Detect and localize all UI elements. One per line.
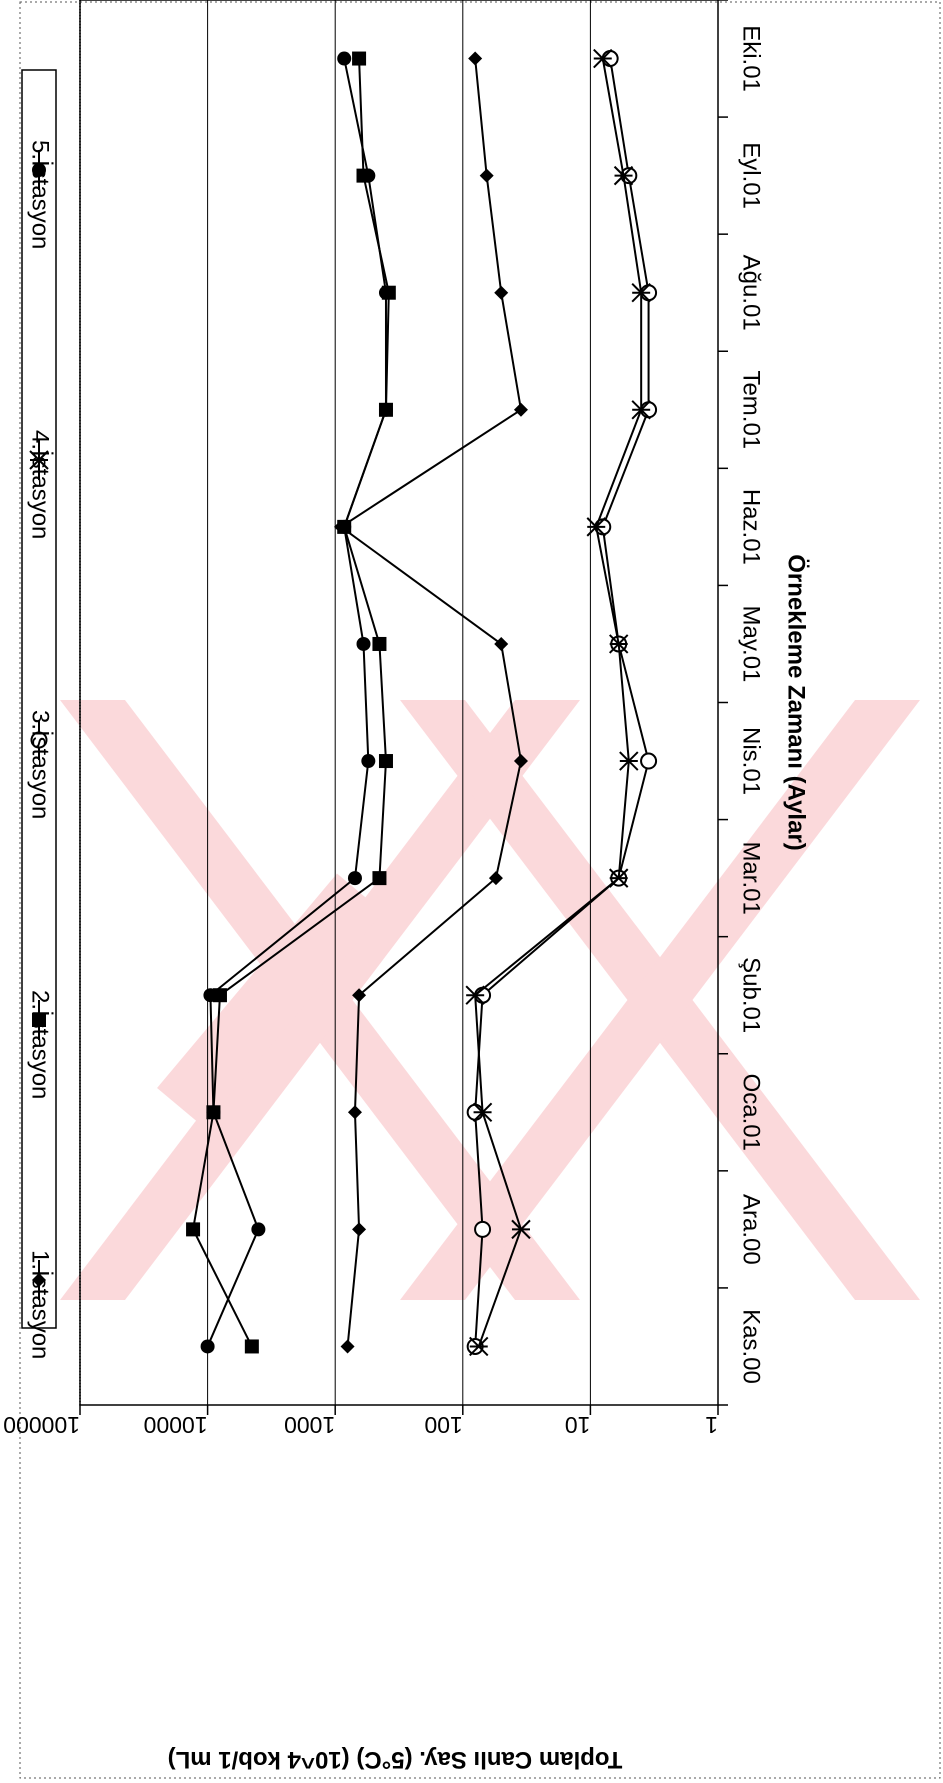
category-label: Şub.01 [738, 957, 765, 1033]
data-point [513, 754, 528, 769]
category-label: Eyl.01 [738, 142, 765, 209]
value-tick-label: 10000 [144, 1412, 208, 1438]
data-point [372, 636, 387, 651]
legend-label: 3.İstasyon [27, 710, 54, 819]
category-label: Ara.00 [738, 1194, 765, 1265]
data-point [613, 165, 634, 186]
data-point [631, 283, 651, 303]
data-point [203, 988, 218, 1003]
data-point [378, 402, 393, 417]
data-point [356, 636, 371, 651]
legend-entry: 3.İstasyon [27, 710, 54, 819]
data-point [609, 868, 629, 888]
data-point [631, 400, 651, 420]
data-point [186, 1222, 201, 1237]
legend-entry: 1.İstasyon [27, 1250, 54, 1359]
value-tick-label: 10 [565, 1412, 591, 1438]
category-label: Haz.01 [738, 489, 765, 565]
data-point [347, 1105, 362, 1120]
data-point [469, 1336, 489, 1357]
series-line [192, 58, 390, 1347]
data-point [361, 168, 376, 183]
data-point [372, 871, 387, 886]
series-4 [465, 48, 651, 1357]
data-point [511, 1219, 531, 1240]
value-tick-label: 100000 [3, 1412, 80, 1438]
axis-labels: Örnekleme Zamanı (Aylar) [783, 554, 810, 851]
data-point [32, 1273, 46, 1287]
data-point [468, 51, 483, 66]
legend-entry: 2.İstasyon [27, 990, 54, 1099]
legend-entry: 4.İstasyon [27, 430, 54, 539]
category-label: Nis.01 [738, 727, 765, 795]
category-label: Oca.01 [738, 1074, 765, 1151]
data-point [29, 450, 49, 470]
data-point [609, 634, 629, 654]
data-point [200, 1339, 215, 1354]
data-point [479, 168, 494, 183]
data-point [32, 1013, 46, 1027]
data-point [488, 871, 503, 886]
page-frame [19, 1, 941, 1779]
data-point [474, 1220, 492, 1238]
legend-label: 4.İstasyon [27, 430, 54, 539]
y-axis-title: Toplam Canlı Say. (5°C) (10^4 kob/1 mL) [168, 1746, 623, 1773]
data-point [251, 1222, 266, 1237]
data-point [352, 1222, 367, 1237]
data-point [494, 285, 509, 300]
category-label: Mar.01 [738, 841, 765, 914]
series-5 [200, 51, 393, 1354]
data-point [513, 402, 528, 417]
x-axis-title: Örnekleme Zamanı (Aylar) [783, 554, 810, 851]
data-point [361, 754, 376, 769]
data-point [244, 1339, 259, 1354]
category-label: May.01 [738, 605, 765, 682]
axes: 1 10 100 1000 10000 100000 Kas.00 Ara.00 Oca.01 Ş… [3, 0, 765, 1438]
data-point [32, 163, 46, 177]
data-point [494, 636, 509, 651]
legend-label: 5.İstasyon [27, 140, 54, 249]
data-point [337, 519, 352, 534]
category-label: Tem.01 [738, 370, 765, 449]
data-point [586, 517, 606, 537]
data-point [472, 1102, 493, 1122]
data-point [593, 48, 613, 69]
category-label: Kas.00 [738, 1309, 765, 1384]
legend-label: 1.İstasyon [27, 1250, 54, 1359]
series-line [474, 58, 650, 1347]
category-label: Eki.01 [738, 25, 765, 92]
category-label: Ağu.01 [738, 255, 765, 331]
data-point [352, 988, 367, 1003]
data-point [340, 1339, 355, 1354]
watermark [60, 700, 920, 1300]
gridlines [79, 0, 591, 1405]
data-point [619, 751, 639, 771]
value-tick-label: 1 [705, 1412, 718, 1438]
series-line [339, 58, 523, 1347]
series-line [206, 58, 387, 1347]
legend: 1.İstasyon 2.İstasyon 3.İstasyon 4.İstasyon… [21, 69, 57, 1359]
data-point [640, 752, 658, 770]
data-point [337, 51, 352, 66]
legend-label: 2.İstasyon [27, 990, 54, 1099]
data-point [206, 1105, 221, 1120]
series-line [474, 58, 643, 1347]
legend-entry: 5.İstasyon [27, 140, 54, 249]
legend-box [21, 69, 57, 1329]
data-point [465, 985, 485, 1005]
data-point [347, 871, 362, 886]
series-layer [186, 48, 658, 1357]
data-point [378, 754, 393, 769]
data-point [30, 731, 48, 749]
data-point [378, 285, 393, 300]
value-tick-label: 100 [424, 1412, 462, 1438]
value-tick-label: 1000 [284, 1412, 335, 1438]
data-point [352, 51, 367, 66]
